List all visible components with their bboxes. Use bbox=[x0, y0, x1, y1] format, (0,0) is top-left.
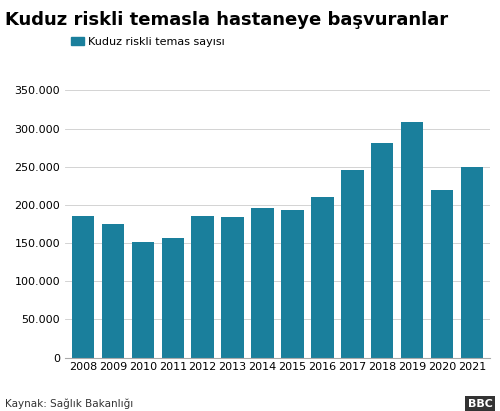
Bar bbox=[431, 189, 454, 358]
Bar bbox=[132, 242, 154, 358]
Bar bbox=[341, 170, 363, 358]
Bar bbox=[162, 238, 184, 358]
Legend: Kuduz riskli temas sayısı: Kuduz riskli temas sayısı bbox=[70, 37, 225, 47]
Bar bbox=[401, 122, 423, 358]
Bar bbox=[222, 217, 244, 358]
Bar bbox=[72, 216, 94, 358]
Bar bbox=[252, 208, 274, 358]
Bar bbox=[192, 216, 214, 358]
Bar bbox=[281, 210, 303, 358]
Bar bbox=[102, 224, 124, 358]
Bar bbox=[311, 196, 334, 358]
Bar bbox=[371, 143, 394, 358]
Bar bbox=[461, 167, 483, 358]
Text: Kaynak: Sağlık Bakanlığı: Kaynak: Sağlık Bakanlığı bbox=[5, 398, 133, 409]
Text: Kuduz riskli temasla hastaneye başvuranlar: Kuduz riskli temasla hastaneye başvuranl… bbox=[5, 11, 448, 29]
Text: BBC: BBC bbox=[468, 399, 492, 409]
